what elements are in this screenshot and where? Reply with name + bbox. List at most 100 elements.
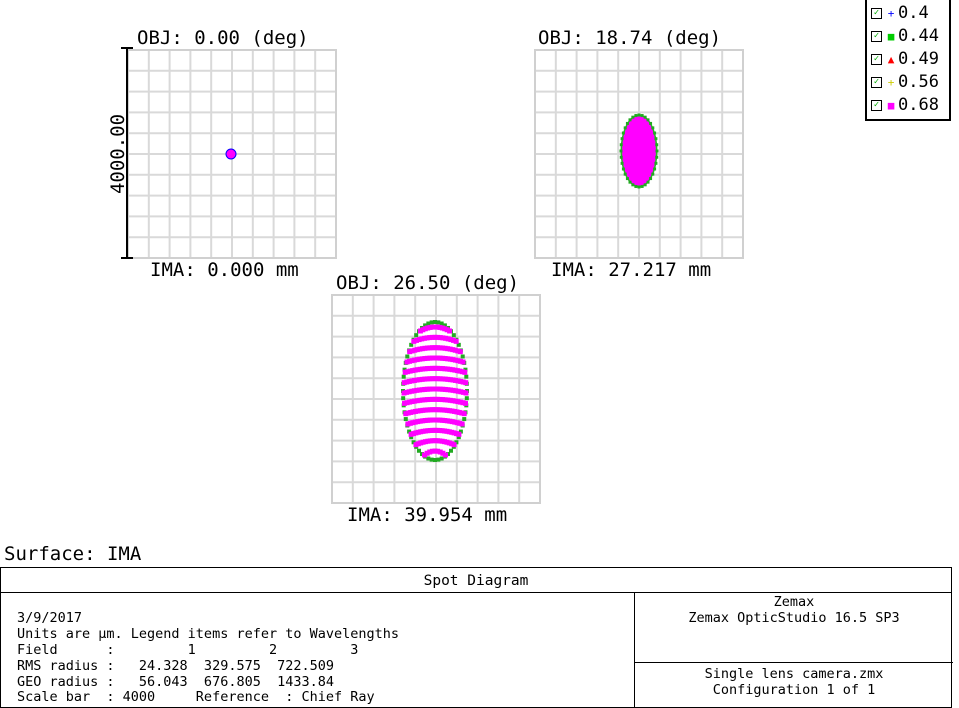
spot3-ray	[426, 456, 431, 461]
legend-marker-icon: ■	[887, 29, 895, 43]
spot3-ray	[452, 398, 458, 404]
spot3-ray	[419, 376, 425, 382]
spot2-rays	[622, 116, 656, 186]
spot3-ray	[437, 396, 443, 402]
spot3-ray	[442, 356, 448, 362]
spot3-ray	[429, 448, 435, 454]
info-divider-h	[635, 662, 953, 663]
spot3-ray	[429, 355, 435, 361]
spot3-ray	[417, 397, 423, 403]
spot3-ray	[453, 388, 459, 394]
legend-checkbox-icon: ✓	[871, 76, 882, 88]
spot3-ray	[455, 388, 461, 394]
spot3-ray	[422, 356, 428, 362]
spot3-ray	[445, 346, 451, 352]
spot3-ray	[407, 358, 413, 364]
info-title: Spot Diagram	[1, 568, 951, 593]
spot3-ray	[424, 450, 430, 456]
spot3-ray	[419, 452, 424, 457]
spot3-ray	[407, 429, 412, 434]
scale-bar-label: 4000.00	[107, 113, 129, 195]
spot3-ray	[453, 377, 459, 383]
spot3-ray	[459, 421, 465, 427]
info-config: Configuration 1 of 1	[712, 682, 876, 698]
spot3-ray	[442, 452, 448, 458]
plot1-obj-label: OBJ: 0.00 (deg)	[137, 27, 309, 49]
spot3-ray	[419, 346, 425, 352]
spot2-ray	[634, 114, 638, 118]
spot3-ray	[435, 376, 441, 382]
spot2-ray	[620, 161, 624, 165]
spot3-ray	[424, 376, 430, 382]
spot3-ray	[406, 389, 412, 395]
spot3-ray	[407, 349, 413, 355]
surface-label: Surface: IMA	[4, 543, 142, 565]
spot3-ray	[414, 387, 420, 393]
spot3-ray	[435, 345, 441, 351]
spot3-ray	[451, 442, 457, 448]
spot3-ray	[419, 356, 425, 362]
spot3-ray	[407, 399, 413, 405]
spot2-ray	[653, 131, 657, 135]
spot3-ray	[409, 342, 414, 347]
spot3-ray	[432, 448, 438, 454]
spot3-ray	[450, 387, 456, 393]
legend-checkbox-icon: ✓	[871, 7, 882, 19]
info-panel: Spot Diagram 3/9/2017 Units are µm. Lege…	[0, 567, 953, 708]
spot3-ray	[411, 338, 417, 344]
spot3-ray	[412, 398, 418, 404]
spot3-ray	[461, 411, 467, 417]
spot3-ray	[453, 338, 459, 344]
spot3-ray	[460, 400, 466, 406]
spot3-ray	[437, 345, 443, 351]
info-company: Zemax	[773, 594, 815, 610]
spot3-ray	[458, 429, 463, 434]
spot2-ray	[640, 184, 644, 188]
spot3-ray	[417, 387, 423, 393]
info-units: Units are µm. Legend items refer to Wave…	[17, 626, 400, 642]
spot3-ray	[455, 399, 461, 405]
spot3-ray	[422, 397, 428, 403]
spot3-ray	[424, 397, 430, 403]
spot2-ray	[649, 177, 653, 181]
spot3-ray	[433, 458, 437, 462]
legend-label: 0.44	[898, 26, 939, 46]
spot3-ray	[450, 377, 456, 383]
legend-entry: ✓ +0.4	[871, 2, 929, 24]
spot3-ray	[432, 345, 438, 351]
spot3-ray	[435, 396, 441, 402]
spot3-ray	[412, 347, 418, 353]
spot3-ray	[427, 355, 433, 361]
spot3-ray	[429, 396, 435, 402]
spot3-ray	[426, 321, 431, 326]
spot3-ray	[439, 456, 444, 461]
spot3-ray	[436, 457, 441, 462]
spot3-ray	[409, 358, 415, 364]
spot3-ray	[427, 345, 433, 351]
spot3-ray	[439, 321, 444, 326]
spot3-ray	[424, 355, 430, 361]
spot3-ray	[404, 379, 410, 385]
spot3-ray	[442, 376, 448, 382]
spot2-ray	[653, 167, 657, 171]
spot3-ray	[437, 355, 443, 361]
spot3-ray	[463, 380, 469, 386]
spot3-ray	[432, 355, 438, 361]
spot3-ray	[432, 386, 438, 392]
spot3-ray	[417, 356, 423, 362]
spot3-ray	[409, 388, 415, 394]
spot3-ray	[450, 398, 456, 404]
spot3-ray	[401, 390, 407, 396]
spot2-ray	[628, 118, 632, 122]
spot3-ray	[440, 450, 446, 456]
spot3-ray	[452, 347, 458, 353]
plot3-ima-label: IMA: 39.954 mm	[347, 504, 508, 526]
spot3-ray	[411, 377, 417, 383]
spot3-ray	[419, 397, 425, 403]
spot2-ray	[640, 114, 644, 118]
spot3-ray	[409, 348, 415, 354]
legend-checkbox-icon: ✓	[871, 53, 882, 65]
spot3-ray	[414, 398, 420, 404]
spot3-ray	[448, 337, 454, 343]
